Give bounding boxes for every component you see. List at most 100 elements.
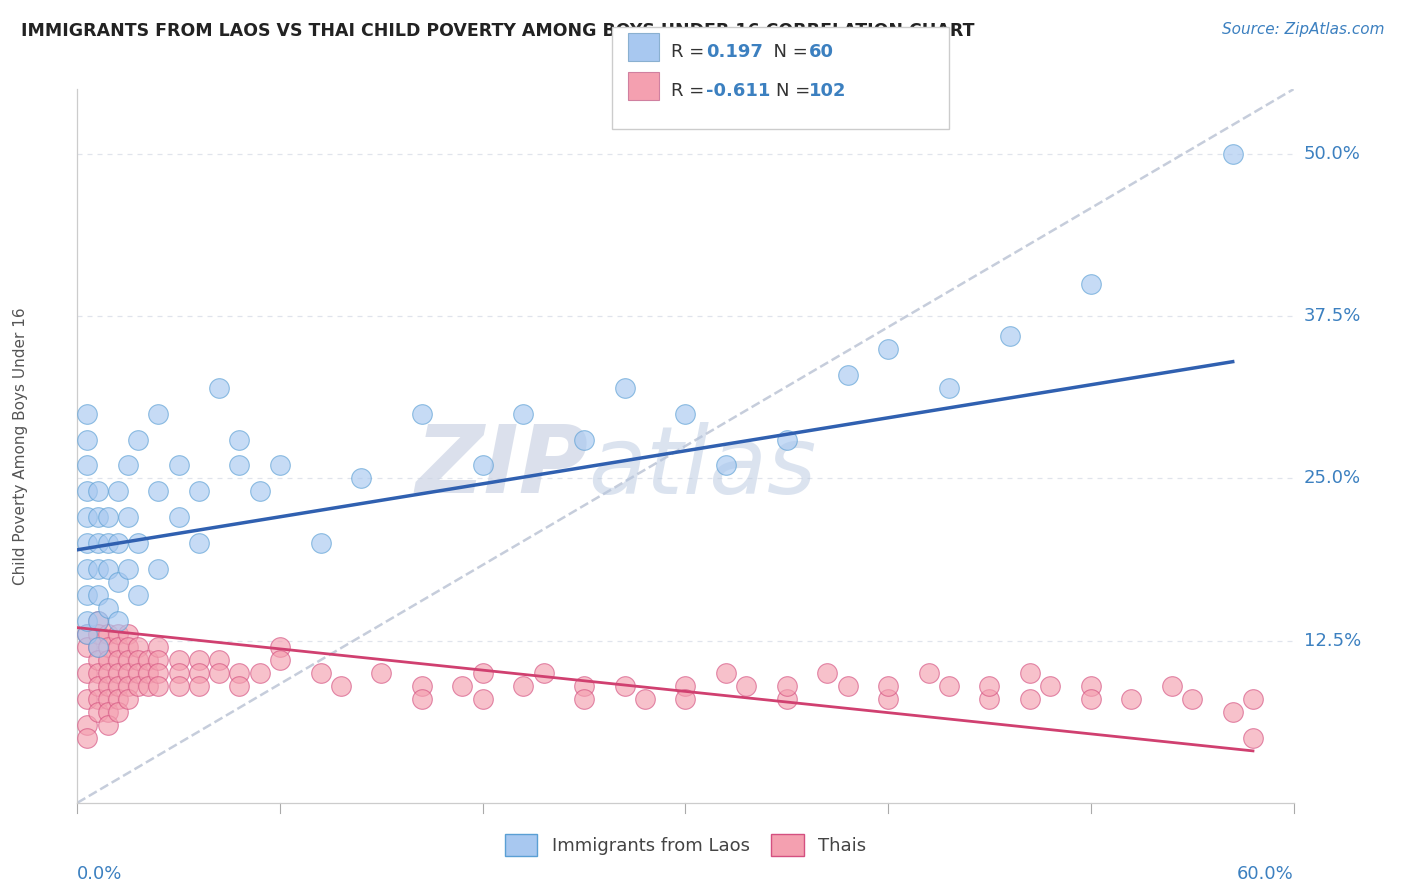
Point [97, 510, 120, 524]
Point [309, 666, 332, 681]
Point [148, 666, 170, 681]
Text: 12.5%: 12.5% [1303, 632, 1361, 649]
Point [97, 601, 120, 615]
Point [309, 536, 332, 550]
Point [776, 692, 799, 706]
Point [512, 679, 534, 693]
Text: 37.5%: 37.5% [1303, 307, 1361, 326]
Text: -0.611: -0.611 [706, 82, 770, 100]
Point [76, 627, 98, 641]
Point [86, 666, 108, 681]
Point [148, 484, 170, 499]
Text: atlas: atlas [588, 422, 817, 513]
Point [1019, 692, 1042, 706]
Point [208, 381, 231, 395]
Text: ZIP: ZIP [415, 421, 588, 514]
Point [208, 666, 231, 681]
Point [249, 484, 271, 499]
Point [86, 614, 108, 628]
Point [167, 458, 190, 473]
Point [1222, 705, 1244, 719]
Point [1121, 692, 1143, 706]
Text: R =: R = [671, 82, 710, 100]
Point [208, 653, 231, 667]
Point [148, 640, 170, 654]
Point [675, 692, 697, 706]
Point [1080, 679, 1102, 693]
Point [451, 679, 474, 693]
Point [675, 679, 697, 693]
Point [136, 653, 159, 667]
Point [76, 588, 98, 602]
Point [167, 510, 190, 524]
Point [76, 627, 98, 641]
Point [815, 666, 838, 681]
Text: Child Poverty Among Boys Under 16: Child Poverty Among Boys Under 16 [13, 307, 28, 585]
Point [979, 679, 1001, 693]
Point [76, 562, 98, 576]
Point [107, 653, 129, 667]
Point [411, 679, 433, 693]
Point [86, 627, 108, 641]
Point [979, 692, 1001, 706]
Point [613, 679, 636, 693]
Point [86, 588, 108, 602]
Point [117, 653, 139, 667]
Point [918, 666, 941, 681]
Point [249, 666, 271, 681]
Point [837, 679, 859, 693]
Text: 50.0%: 50.0% [1303, 145, 1361, 163]
Point [127, 666, 149, 681]
Point [76, 692, 98, 706]
Point [76, 718, 98, 732]
Point [1019, 666, 1042, 681]
Point [117, 692, 139, 706]
Point [127, 679, 149, 693]
Text: Source: ZipAtlas.com: Source: ZipAtlas.com [1222, 22, 1385, 37]
Point [228, 433, 250, 447]
Text: 60.0%: 60.0% [1237, 865, 1294, 883]
Point [471, 458, 494, 473]
Point [107, 575, 129, 590]
Point [188, 536, 211, 550]
Point [572, 433, 595, 447]
Point [76, 458, 98, 473]
Text: 0.197: 0.197 [706, 43, 762, 61]
Point [938, 381, 960, 395]
Legend: Immigrants from Laos, Thais: Immigrants from Laos, Thais [495, 825, 876, 865]
Point [188, 679, 211, 693]
Point [86, 705, 108, 719]
Point [572, 679, 595, 693]
Point [76, 536, 98, 550]
Point [533, 666, 555, 681]
Point [228, 679, 250, 693]
Point [97, 562, 120, 576]
Point [1080, 692, 1102, 706]
Point [97, 627, 120, 641]
Point [97, 536, 120, 550]
Point [107, 666, 129, 681]
Point [117, 562, 139, 576]
Point [675, 407, 697, 421]
Point [117, 666, 139, 681]
Point [86, 484, 108, 499]
Point [228, 666, 250, 681]
Point [127, 536, 149, 550]
Point [776, 679, 799, 693]
Point [127, 653, 149, 667]
Point [117, 627, 139, 641]
Text: R =: R = [671, 43, 710, 61]
Point [86, 692, 108, 706]
Point [86, 510, 108, 524]
Point [97, 692, 120, 706]
Point [350, 471, 373, 485]
Point [167, 653, 190, 667]
Point [86, 679, 108, 693]
Point [97, 666, 120, 681]
Point [148, 679, 170, 693]
Point [167, 666, 190, 681]
Point [107, 614, 129, 628]
Point [86, 640, 108, 654]
Point [269, 653, 291, 667]
Point [148, 407, 170, 421]
